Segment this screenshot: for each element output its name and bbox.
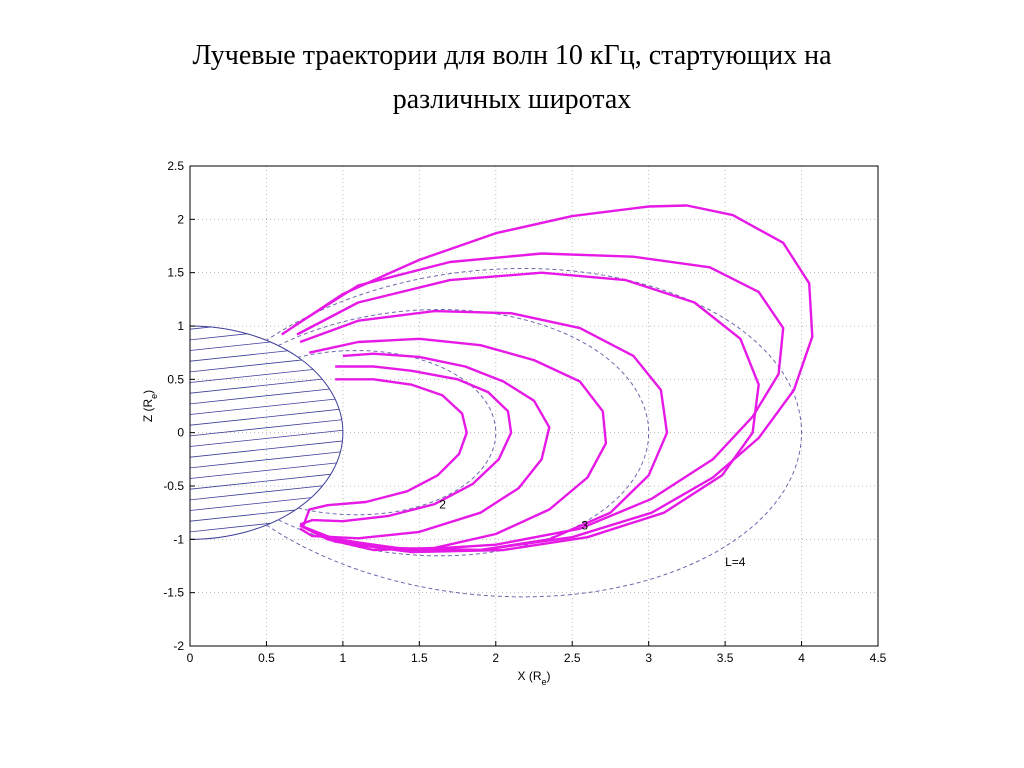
earth-boundary — [189, 325, 343, 540]
y-tick-label: -1.5 — [163, 586, 184, 600]
slide-title-line-2: различных широтах — [392, 84, 632, 115]
hatch-line — [190, 471, 343, 490]
ray-trajectory-2 — [299, 365, 513, 526]
grid — [190, 166, 878, 646]
x-tick-label: 1.5 — [411, 651, 428, 665]
hatch-line — [190, 386, 343, 405]
ray-trajectory-3 — [301, 378, 468, 527]
ray-trajectory-1 — [299, 352, 551, 540]
hatch-line — [190, 429, 343, 447]
hatch-line — [190, 439, 343, 458]
y-tick-label: -1 — [173, 532, 184, 546]
y-tick-label: 1.5 — [167, 266, 184, 280]
axis-ticks: 0 0.5 1 1.5 2 2.5 3 3.5 4 4.5 -2 -1.5 -1 -0.5 0 0.5 1 1.5… — [163, 159, 886, 665]
field-lines — [266, 268, 803, 598]
y-tick-label: 2 — [177, 212, 184, 226]
x-tick-label: 3 — [645, 651, 652, 665]
slide-title: Лучевые траектории для волн 10 кГц, стар… — [60, 34, 964, 122]
y-tick-label: 2.5 — [167, 159, 184, 173]
ray-trajectories — [281, 204, 814, 554]
field-line-label-L4: L=4 — [725, 555, 746, 569]
slide-title-line-1: Лучевые траектории для волн 10 кГц, стар… — [192, 40, 832, 71]
field-line-L4 — [266, 268, 803, 598]
hatch-line — [190, 418, 343, 437]
x-tick-label: 4 — [798, 651, 805, 665]
field-line-labels: 2 3 L=4 — [439, 497, 746, 569]
x-tick-label: 1 — [340, 651, 347, 665]
y-tick-label: 0.5 — [167, 372, 184, 386]
y-tick-label: -2 — [173, 639, 184, 653]
y-tick-label: 0 — [177, 426, 184, 440]
hatch-line — [190, 450, 343, 469]
hatch-line — [190, 397, 343, 415]
ray-trajectory-6 — [296, 271, 760, 554]
x-tick-label: 0.5 — [258, 651, 275, 665]
field-line-label-L3: 3 — [581, 519, 588, 533]
x-tick-label: 2.5 — [564, 651, 581, 665]
hatch-line — [190, 664, 351, 681]
plot-background — [190, 166, 878, 646]
y-tick-label: 1 — [177, 319, 184, 333]
field-line-L3 — [278, 309, 650, 557]
field-line-label-L2: 2 — [439, 497, 446, 511]
hatch-line — [190, 675, 351, 692]
hatch-line — [190, 407, 343, 426]
plot-frame — [189, 165, 879, 647]
x-tick-label: 4.5 — [870, 651, 887, 665]
x-tick-label: 0 — [187, 651, 194, 665]
ray-trajectory-8 — [281, 204, 814, 552]
y-axis-label: Z (Re) — [141, 390, 159, 422]
hatch-line — [190, 461, 343, 479]
field-line-L2 — [297, 350, 497, 516]
x-axis-label: X (Re) — [517, 669, 550, 687]
y-tick-label: -0.5 — [163, 479, 184, 493]
x-tick-label: 2 — [492, 651, 499, 665]
ray-trajectory-7 — [293, 252, 785, 552]
x-tick-label: 3.5 — [717, 651, 734, 665]
